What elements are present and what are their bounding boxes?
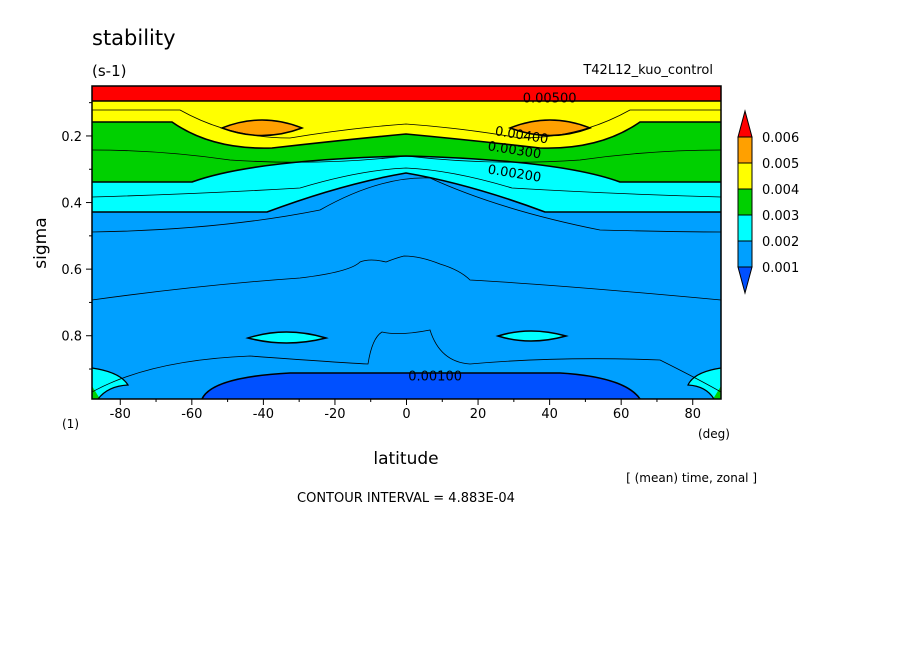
colorbar-segment-0 (737, 266, 753, 295)
polar-cell-n-cyan (688, 368, 721, 399)
x-tick-label-60: 60 (613, 407, 630, 422)
x-tick-label--20: -20 (324, 407, 345, 422)
colorbar-label-0.004: 0.004 (762, 183, 799, 198)
colorbar-segment-4 (737, 162, 753, 190)
x-tick-label-80: 80 (684, 407, 701, 422)
x-tick-label--60: -60 (181, 407, 202, 422)
y-axis-label: sigma (31, 217, 51, 268)
contour-0.0012 (91, 329, 722, 393)
chart-title: stability (92, 26, 176, 50)
y-unit-label: (1) (62, 417, 79, 431)
contour-0.0018 (91, 177, 722, 233)
cyan-cell-sh (248, 332, 326, 343)
band-gt-0.006 (92, 86, 721, 101)
x-tick-label--40: -40 (253, 407, 274, 422)
colorbar-label-0.006: 0.006 (762, 131, 799, 146)
colorbar-label-0.001: 0.001 (762, 261, 799, 276)
contour-polar-n (687, 367, 722, 400)
colorbar-segment-3 (737, 188, 753, 216)
x-tick-label--80: -80 (110, 407, 131, 422)
colorbar-label-0.003: 0.003 (762, 209, 799, 224)
colorbar-segment-2 (737, 214, 753, 242)
mean-note: [ (mean) time, zonal ] (626, 471, 757, 485)
contour-0.001 (201, 372, 641, 400)
x-axis-label: latitude (373, 449, 438, 469)
x-unit-label: (deg) (698, 427, 730, 441)
colorbar-segment-5 (737, 136, 753, 164)
orange-cell-nh (510, 120, 590, 136)
contour-0.004 (92, 121, 721, 149)
colorbar-label-0.005: 0.005 (762, 157, 799, 172)
polar-cell-n-green (713, 386, 721, 399)
y-tick-label-0.6: 0.6 (61, 263, 82, 278)
contour-label-0: 0.00500 (523, 92, 577, 107)
contour-0.0015 (91, 255, 722, 301)
contour-0.002-cell-nh (495, 330, 569, 342)
units-label: (s-1) (92, 62, 126, 80)
contour-0.005-nh (507, 119, 593, 137)
contour-0.005-sh (219, 119, 305, 137)
contour-label-4: 0.00100 (408, 370, 462, 385)
contour-0.0025 (91, 167, 722, 198)
colorbar: 0.001 0.002 0.003 0.004 0.005 0.006 (737, 109, 799, 295)
run-name: T42L12_kuo_control (582, 63, 713, 78)
y-tick-label-0.2: 0.2 (61, 130, 82, 145)
colorbar-segment-6 (737, 109, 753, 138)
x-tick-label-40: 40 (541, 407, 558, 422)
colorbar-label-0.002: 0.002 (762, 235, 799, 250)
axes: -80 -60 -40 -20 0 20 40 60 80 0.2 0.4 0.6 0.8 (61, 85, 722, 422)
contour-polar-s (91, 367, 130, 400)
polar-cell-s-green (92, 386, 100, 399)
plot-area (92, 86, 721, 399)
min-stability-cell (202, 373, 640, 399)
contour-0.002 (92, 172, 721, 213)
x-tick-label-0: 0 (402, 407, 410, 422)
cyan-cell-nh (498, 331, 566, 341)
contour-0.002-cell-sh (245, 331, 329, 344)
contour-lines (91, 100, 722, 400)
colorbar-segment-1 (737, 240, 753, 268)
contour-0.003 (92, 155, 721, 183)
y-tick-label-0.4: 0.4 (61, 197, 82, 212)
contour-interval: CONTOUR INTERVAL = 4.883E-04 (297, 491, 515, 506)
orange-cell-sh (222, 120, 302, 136)
y-tick-label-0.8: 0.8 (61, 330, 82, 345)
x-tick-label-20: 20 (470, 407, 487, 422)
